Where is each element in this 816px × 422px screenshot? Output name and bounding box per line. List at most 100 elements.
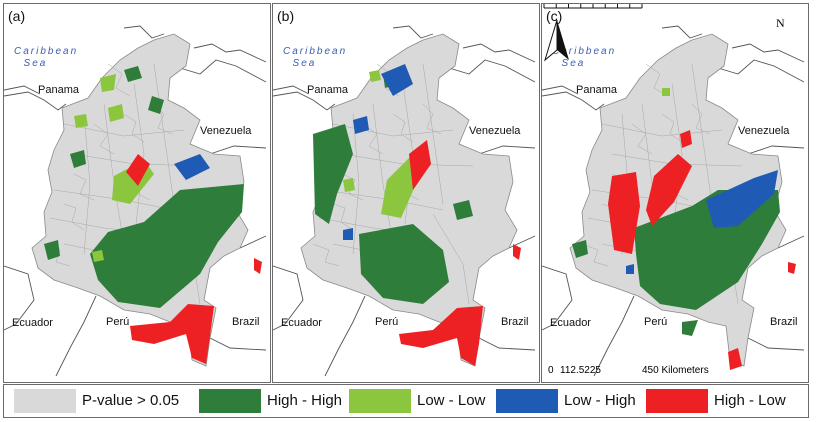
municipality-border (422, 63, 444, 205)
high-high-cluster (359, 224, 449, 304)
municipality-border (63, 203, 85, 231)
label-brazil: Brazil (770, 316, 798, 328)
coastline (273, 85, 310, 95)
low-low-cluster (343, 178, 355, 192)
legend-label: High - Low (714, 392, 786, 409)
country-border (273, 265, 304, 331)
legend-label: Low - High (564, 392, 636, 409)
municipality-border (107, 63, 131, 97)
legend-swatch-red (646, 389, 708, 413)
label-ecuador: Ecuador (281, 317, 322, 329)
municipality-border (422, 103, 442, 135)
scale-tick-label: 0 (548, 365, 554, 376)
scale-tick-label: 112.5225 (560, 365, 601, 376)
country-border (542, 91, 605, 111)
municipality-border (332, 123, 454, 137)
municipality-border (352, 113, 360, 255)
municipality-border (73, 173, 95, 201)
coastline (661, 25, 703, 39)
high-high-cluster (148, 96, 164, 114)
country-border (542, 265, 573, 331)
high-high-cluster (70, 150, 86, 168)
country-border (4, 265, 35, 331)
country-border (324, 295, 366, 377)
panel-label: (c) (546, 8, 563, 24)
municipality-border (661, 113, 683, 143)
low-low-cluster (662, 88, 670, 96)
scale-tick-label: 450 Kilometers (642, 365, 709, 376)
legend-label: High - High (267, 392, 343, 409)
high-high-cluster (682, 320, 698, 336)
country-border (179, 59, 267, 83)
coastline (123, 25, 165, 39)
low-high-cluster (343, 228, 353, 240)
north-arrow-icon (544, 19, 569, 62)
country-border (717, 59, 805, 83)
country-border (209, 337, 267, 351)
high-low-cluster (130, 304, 214, 364)
label-panama: Panama (38, 84, 79, 96)
municipality-border (645, 63, 669, 97)
municipality-border (153, 63, 175, 205)
north-arrow-left (544, 19, 558, 62)
low-low-cluster (108, 104, 124, 122)
coastline (542, 85, 579, 95)
coastline (731, 43, 805, 63)
municipality-border (63, 123, 185, 137)
map-canvas (542, 25, 805, 377)
label-panama: Panama (576, 84, 617, 96)
low-low-cluster (74, 114, 88, 128)
country-border (448, 59, 536, 83)
municipality-border (581, 243, 609, 267)
municipality-border (362, 123, 384, 155)
north-arrow-right (557, 20, 569, 60)
map-canvas (4, 25, 267, 377)
label-ecuador: Ecuador (550, 317, 591, 329)
high-low-cluster (513, 244, 521, 260)
panel-label: (a) (8, 8, 26, 24)
municipality-border (93, 123, 115, 155)
label-brazil: Brazil (232, 316, 260, 328)
coastline (462, 43, 536, 63)
label-peru: Perú (375, 316, 399, 328)
north-label: N (776, 16, 785, 30)
low-high-cluster (626, 264, 634, 274)
high-high-cluster (313, 124, 353, 224)
label-peru: Perú (106, 316, 130, 328)
map-legend: P-value > 0.05 High - High Low - Low Low… (3, 384, 809, 418)
high-low-cluster (126, 154, 150, 186)
low-high-cluster (353, 116, 369, 134)
municipality-border (432, 213, 470, 305)
map-panel-1: (a) Caribbean Sea Panama Venezuela Ecuador Pe… (3, 3, 271, 383)
low-high-cluster (381, 64, 413, 96)
low-high-cluster (706, 170, 778, 228)
sea-label: Caribbean Sea (552, 46, 617, 69)
legend-swatch-dark-green (199, 389, 261, 413)
legend-swatch-light-green (349, 389, 411, 413)
municipality-border (691, 63, 713, 205)
municipality-border (631, 123, 653, 155)
high-high-cluster (44, 240, 60, 260)
country-border (747, 337, 805, 351)
label-peru: Perú (644, 316, 668, 328)
municipality-border (601, 123, 723, 137)
legend-swatch-blue (496, 389, 558, 413)
municipality-border (671, 83, 683, 225)
high-low-cluster (646, 154, 692, 226)
country-border (239, 235, 267, 249)
country-border (478, 145, 536, 155)
municipality-border (392, 113, 414, 143)
high-low-cluster (608, 172, 640, 254)
legend-swatch-gray (14, 389, 76, 413)
coastline (193, 43, 267, 63)
country-border (4, 91, 67, 111)
low-low-cluster (100, 74, 116, 92)
country-border (55, 295, 97, 377)
high-low-cluster (399, 306, 483, 366)
legend-label: Low - Low (417, 392, 486, 409)
country-border (777, 235, 805, 249)
coastline (392, 25, 434, 39)
low-low-cluster (92, 250, 104, 262)
high-low-cluster (409, 140, 431, 190)
country-border (593, 295, 635, 377)
